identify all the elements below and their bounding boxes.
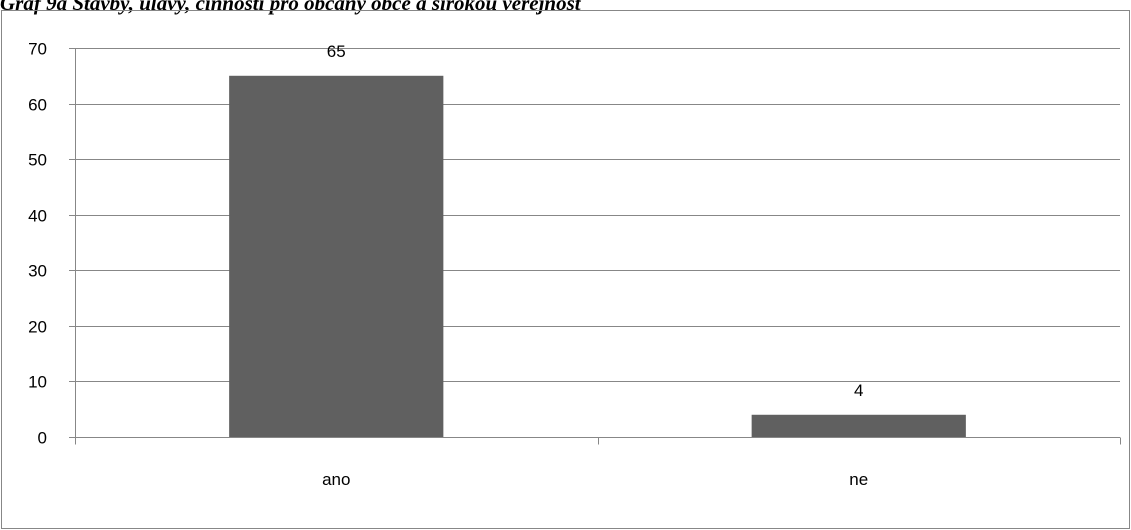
- chart-frame: [1, 10, 1130, 529]
- y-tick-label: 40: [28, 207, 47, 226]
- y-axis-ticks: 0 10 20 30 40 50 60 70: [28, 40, 47, 448]
- y-tick-label: 50: [28, 151, 47, 170]
- data-labels: 65 4: [327, 42, 864, 400]
- y-tick-label: 70: [28, 40, 47, 59]
- y-tick-label: 20: [28, 318, 47, 337]
- bar: [751, 414, 966, 437]
- bars: [229, 75, 966, 438]
- x-tick-label: ne: [849, 470, 868, 489]
- bar: [229, 75, 444, 438]
- x-axis: ano ne: [75, 48, 1121, 489]
- y-tick-label: 10: [28, 373, 47, 392]
- data-label: 65: [327, 42, 346, 61]
- y-tick-label: 30: [28, 262, 47, 281]
- gridlines: [69, 48, 1120, 438]
- data-label: 4: [854, 381, 863, 400]
- x-tick-label: ano: [322, 470, 350, 489]
- y-tick-label: 60: [28, 96, 47, 115]
- y-tick-label: 0: [38, 429, 47, 448]
- chart-caption: Graf 9a Stavby, úlavy, činnosti pro obča…: [0, 0, 581, 15]
